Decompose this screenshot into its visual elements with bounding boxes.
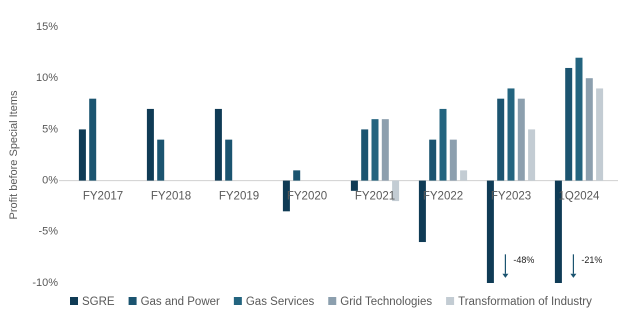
y-axis-label: Profit before Special Items	[8, 90, 20, 220]
bar	[460, 170, 468, 181]
legend-label: Gas Services	[246, 296, 315, 308]
legend-label: Grid Technologies	[340, 296, 432, 308]
bar	[418, 180, 426, 243]
legend-swatch	[328, 297, 337, 305]
x-tick-label: FY2023	[491, 191, 531, 203]
bar	[449, 139, 457, 181]
bar	[497, 98, 505, 181]
bar	[89, 98, 97, 181]
bar	[157, 139, 165, 181]
bar	[439, 108, 447, 181]
annotation: -21%	[581, 255, 602, 265]
legend-label: SGRE	[82, 296, 115, 308]
bar	[528, 129, 536, 181]
bar	[429, 139, 437, 181]
bar	[214, 108, 222, 181]
bar	[371, 119, 379, 181]
bar	[486, 180, 494, 283]
y-tick-label: 10%	[36, 72, 58, 84]
bar	[293, 170, 301, 181]
y-tick-label: 15%	[36, 21, 58, 33]
x-tick-label: FY2019	[219, 191, 259, 203]
y-tick-label: -10%	[32, 277, 58, 289]
bar	[146, 108, 154, 181]
annotation-arrowhead	[502, 273, 509, 278]
bar	[565, 67, 573, 181]
x-tick-label: FY2022	[423, 191, 463, 203]
bar	[392, 180, 400, 202]
bar	[282, 180, 290, 212]
x-tick-label: FY2021	[355, 191, 395, 203]
bar	[507, 88, 515, 181]
bar	[78, 129, 86, 181]
legend-swatch	[233, 297, 242, 305]
legend-label: Gas and Power	[141, 296, 220, 308]
bar	[554, 180, 562, 283]
legend-swatch	[70, 297, 78, 305]
x-tick-label: 1Q2024	[559, 191, 601, 203]
y-tick-label: -5%	[38, 226, 58, 238]
y-tick-label: 5%	[42, 123, 58, 135]
bar	[350, 180, 358, 191]
annotation: -48%	[513, 255, 534, 265]
bar	[361, 129, 369, 181]
bar	[575, 57, 583, 181]
legend-label: Transformation of Industry	[458, 296, 592, 308]
bar	[585, 78, 593, 181]
annotation-arrowhead	[570, 273, 577, 278]
bar	[517, 98, 525, 181]
x-tick-label: FY2020	[287, 191, 327, 203]
legend-swatch	[446, 297, 455, 305]
bar	[596, 88, 604, 181]
bar	[381, 119, 389, 181]
bar	[225, 139, 233, 181]
legend-swatch	[128, 297, 137, 305]
y-tick-label: 0%	[42, 175, 58, 187]
x-tick-label: FY2018	[151, 191, 191, 203]
x-tick-label: FY2017	[83, 191, 123, 203]
